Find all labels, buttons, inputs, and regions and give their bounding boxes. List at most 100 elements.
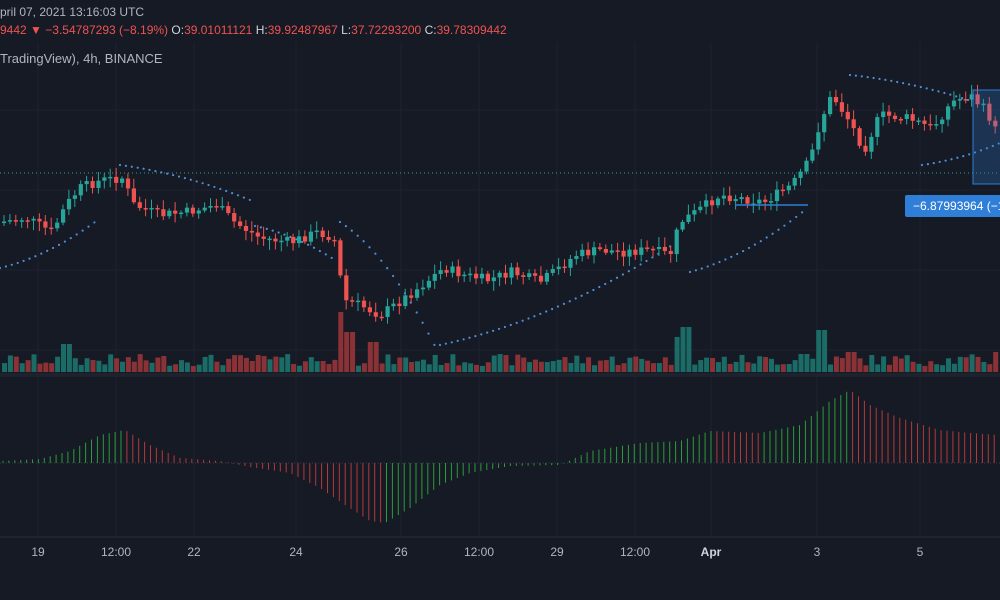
volume-bar (320, 360, 326, 372)
volume-bar (409, 361, 415, 372)
candle-body (993, 120, 998, 127)
volume-bar (981, 361, 987, 372)
candle-body (409, 295, 414, 298)
candle-body (881, 111, 886, 118)
sar-dot (848, 73, 852, 77)
low-label: L: (341, 23, 352, 37)
volume-bar (279, 357, 285, 372)
volume-bar (379, 363, 385, 372)
volume-bar (420, 359, 426, 372)
close-value: 39.78309442 (436, 23, 507, 37)
volume-bar (503, 355, 509, 372)
candle-body (137, 202, 142, 209)
candle-body (474, 273, 479, 279)
measure-badge[interactable]: −6.87993964 (−1 (905, 195, 1000, 217)
volume-bar (544, 362, 550, 372)
sar-dot (392, 274, 395, 278)
sar-dot (968, 153, 971, 156)
change-value: −3.54787293 (−8.19%) (45, 23, 169, 37)
sar-dot (248, 198, 251, 202)
sar-dot (87, 225, 90, 228)
volume-bar (940, 365, 946, 372)
volume-bar (975, 356, 981, 372)
volume-bar (651, 363, 656, 372)
candle-body (114, 176, 119, 183)
candle-body (249, 230, 254, 233)
volume-bar (828, 364, 833, 372)
volume-bar (474, 364, 479, 372)
sar-dot (57, 243, 61, 246)
candle-body (497, 272, 502, 278)
high-value: 39.92487967 (267, 23, 338, 37)
candle-body (639, 247, 644, 255)
candle-body (721, 195, 726, 199)
volume-bar (763, 356, 769, 372)
candle-body (662, 246, 667, 251)
candle-body (308, 231, 313, 242)
volume-bar (686, 327, 692, 372)
candle-body (72, 195, 77, 199)
volume-bar (308, 357, 314, 372)
volume-bar (851, 352, 857, 372)
candle-body (686, 214, 691, 222)
volume-bar (208, 354, 214, 372)
candle-body (550, 269, 555, 273)
measure-range-box[interactable] (972, 89, 1000, 185)
volume-bar (881, 356, 887, 372)
sar-dot (474, 335, 477, 338)
sar-dot (16, 261, 19, 265)
candle-body (456, 266, 461, 277)
date-line: pril 07, 2021 13:16:03 UTC (0, 5, 145, 19)
candle-body (668, 250, 673, 255)
volume-bar (326, 364, 332, 372)
sar-dot (932, 161, 935, 165)
symbol-source-label[interactable]: TradingView), 4h, BINANCE (0, 51, 163, 66)
sar-dot (878, 77, 881, 81)
candle-body (444, 270, 449, 273)
volume-bar (633, 356, 639, 372)
candle-body (214, 206, 219, 208)
candle-body (273, 238, 278, 242)
candle-body (875, 117, 880, 137)
candle-body (816, 132, 821, 150)
volume-bar (721, 356, 727, 372)
volume-bar (639, 358, 645, 372)
sar-dot (312, 246, 316, 249)
sar-dot (872, 76, 875, 80)
candle-body (43, 221, 48, 228)
volume-bar (757, 356, 763, 372)
volume-bar (603, 360, 609, 372)
volume-bar (745, 362, 751, 372)
sar-dot (154, 169, 157, 173)
candle-body (173, 210, 178, 214)
candle-body (84, 181, 89, 185)
sar-dot (259, 226, 262, 229)
sar-dot (913, 84, 917, 87)
volume-bar (373, 342, 379, 372)
sar-dot (979, 149, 983, 152)
sar-dot (568, 300, 571, 303)
candle-body (656, 246, 662, 250)
x-tick-label: 19 (31, 545, 45, 559)
volume-bar (922, 365, 928, 372)
sar-dot (503, 325, 506, 329)
volume-bar (656, 363, 662, 372)
sar-dot (949, 93, 952, 96)
sar-dot (468, 336, 471, 339)
sar-dot (368, 246, 371, 249)
volume-bar (108, 354, 114, 372)
candle-body (326, 237, 331, 240)
volume-bar (114, 358, 120, 372)
candle-body (769, 201, 774, 203)
volume-bar (592, 365, 597, 372)
volume-bar (462, 362, 468, 372)
sar-dot (896, 80, 899, 84)
candle-body (155, 207, 160, 210)
candle-body (527, 273, 532, 277)
sar-dot (219, 187, 222, 191)
volume-bar (580, 363, 586, 372)
sar-dot (931, 88, 934, 91)
candle-body (963, 99, 968, 101)
candle-body (798, 171, 803, 178)
